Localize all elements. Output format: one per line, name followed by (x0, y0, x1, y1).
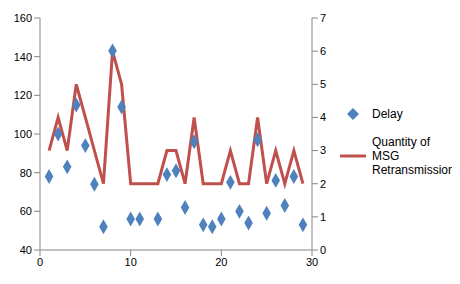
svg-text:0: 0 (37, 256, 43, 268)
svg-text:1: 1 (320, 211, 326, 223)
svg-text:100: 100 (14, 128, 32, 140)
svg-text:4: 4 (320, 111, 326, 123)
svg-text:30: 30 (306, 256, 318, 268)
svg-text:120: 120 (14, 89, 32, 101)
svg-text:3: 3 (320, 144, 326, 156)
svg-text:5: 5 (320, 78, 326, 90)
svg-text:40: 40 (20, 244, 32, 256)
svg-text:80: 80 (20, 167, 32, 179)
svg-text:10: 10 (125, 256, 137, 268)
html-text:Quantity of MSG Retransmission: Quantity of MSG Retransmission (372, 135, 455, 177)
svg-text:60: 60 (20, 205, 32, 217)
html-text:Delay: Delay (372, 107, 403, 121)
svg-text:0: 0 (320, 244, 326, 256)
svg-text:7: 7 (320, 12, 326, 24)
svg-text:2: 2 (320, 178, 326, 190)
svg-text:160: 160 (14, 12, 32, 24)
svg-text:20: 20 (215, 256, 227, 268)
svg-text:140: 140 (14, 51, 32, 63)
svg-text:6: 6 (320, 45, 326, 57)
